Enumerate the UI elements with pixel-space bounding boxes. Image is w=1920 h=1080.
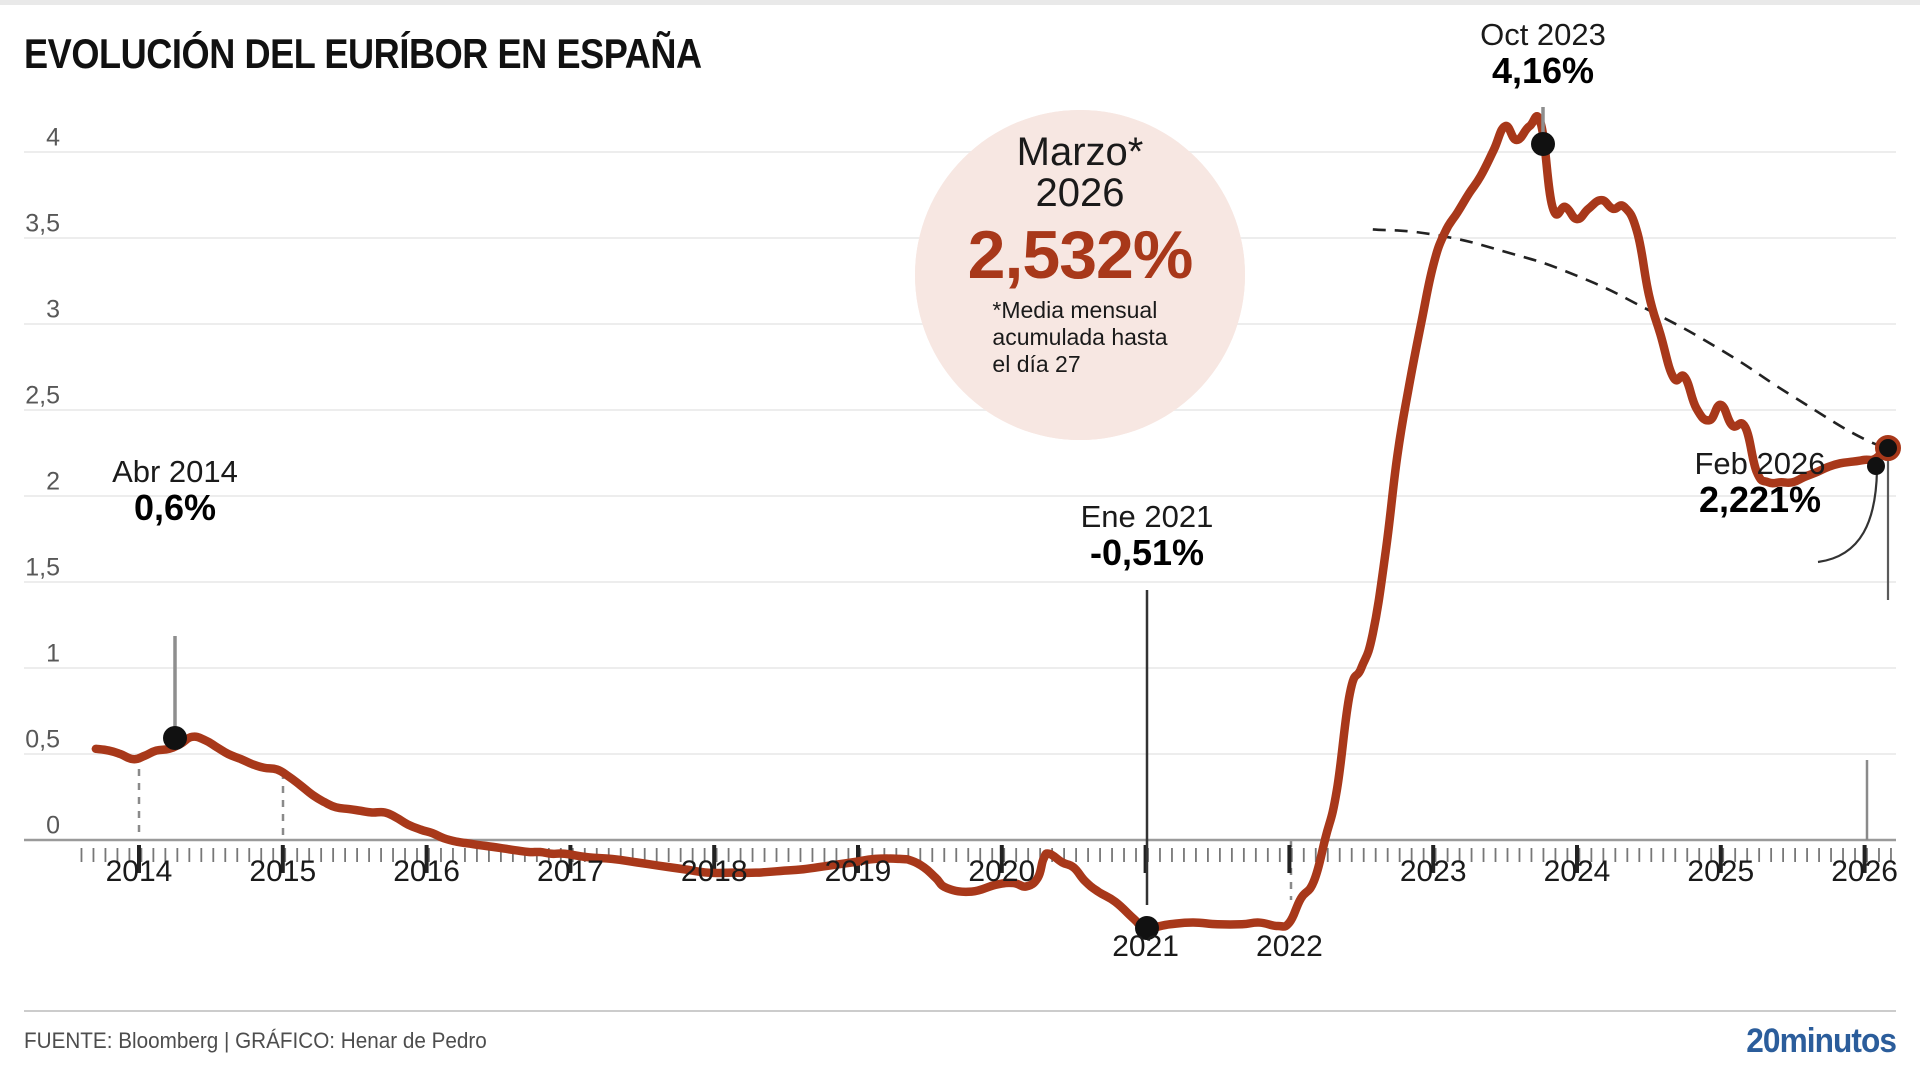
annotation-value: 0,6% (133, 487, 217, 529)
annotation-feb-2026: Feb 2026 2,221% (1640, 447, 1880, 520)
y-axis-tick-label: 2 (46, 467, 60, 496)
bubble-note: *Media mensual acumulada hasta el día 27 (992, 297, 1167, 378)
annotation-value: 4,16% (1491, 50, 1595, 92)
y-axis-tick-label: 0 (46, 811, 60, 840)
leader-feb-2026 (1817, 469, 1879, 564)
annotation-ene-2021: Ene 2021 -0,51% (1027, 500, 1267, 573)
axis-major-ticks (137, 845, 1867, 873)
bubble-value: 2,532% (967, 217, 1194, 293)
marker-marzo-2026 (1875, 435, 1901, 461)
y-axis-tick-label: 1,5 (25, 553, 60, 582)
x-axis-tick-label: 2019 (824, 855, 892, 888)
x-axis-tick-label: 2020 (968, 855, 1036, 888)
y-axis-tick-label: 0,5 (25, 725, 60, 754)
annotation-markers (163, 132, 1901, 940)
y-axis-tick-label: 4 (46, 123, 60, 152)
annotation-value: 2,221% (1698, 479, 1822, 521)
bubble-year: 2026 (1035, 171, 1125, 215)
marker-feb-2026 (1867, 457, 1885, 475)
x-axis-tick-label: 2015 (249, 855, 317, 888)
y-axis-tick-label: 1 (46, 639, 60, 668)
marker-oct-2023 (1531, 132, 1555, 156)
annotation-date: Ene 2021 (1080, 499, 1214, 534)
marker-abr-2014 (163, 726, 187, 750)
logo-20: 20 (1746, 1022, 1780, 1060)
page-title: EVOLUCIÓN DEL EURÍBOR EN ESPAÑA (24, 30, 702, 77)
marker-ene-2021 (1135, 916, 1159, 940)
x-axis-tick-label: 2021 (1112, 930, 1179, 963)
euribor-series-line (91, 112, 1894, 933)
top-divider (0, 0, 1920, 5)
logo-minutos: minutos (1779, 1022, 1897, 1060)
source-credit: FUENTE: Bloomberg | GRÁFICO: Henar de Pe… (24, 1028, 487, 1053)
x-axis-tick-label: 2016 (393, 855, 460, 888)
x-axis-tick-label: 2023 (1399, 855, 1467, 888)
annotation-oct-2023: Oct 2023 4,16% (1423, 18, 1663, 91)
annotation-date: Feb 2026 (1694, 446, 1826, 481)
bubble-note-line1: *Media mensual (992, 296, 1158, 323)
x-axis-tick-label: 2024 (1543, 855, 1611, 888)
brand-logo: 20minutos (1746, 1022, 1897, 1061)
y-axis-tick-label: 2,5 (25, 381, 60, 410)
bubble-month: Marzo* (1016, 130, 1144, 174)
bubble-note-line3: el día 27 (992, 350, 1081, 377)
y-axis-tick-label: 3,5 (25, 209, 60, 238)
axis-minor-ticks (80, 848, 1892, 862)
annotation-abr-2014: Abr 2014 0,6% (55, 455, 295, 528)
annotation-value: -0,51% (1089, 532, 1205, 574)
gridlines (24, 151, 1896, 755)
highlight-bubble: Marzo* 2026 2,532% *Media mensual acumul… (915, 110, 1245, 440)
x-axis-tick-label: 2025 (1687, 855, 1755, 888)
footer-divider (24, 1010, 1896, 1012)
annotation-date: Abr 2014 (112, 454, 238, 489)
trend-dashed-line (1372, 228, 1890, 448)
x-axis-tick-label: 2014 (105, 855, 173, 888)
bubble-note-line2: acumulada hasta (992, 323, 1168, 350)
x-axis-tick-label: 2017 (537, 855, 604, 888)
x-axis-tick-label: 2018 (680, 855, 748, 888)
x-axis-tick-label: 2022 (1256, 930, 1323, 963)
x-axis-tick-label: 2026 (1831, 855, 1898, 888)
annotation-date: Oct 2023 (1480, 17, 1606, 52)
y-axis-tick-label: 3 (46, 295, 60, 324)
